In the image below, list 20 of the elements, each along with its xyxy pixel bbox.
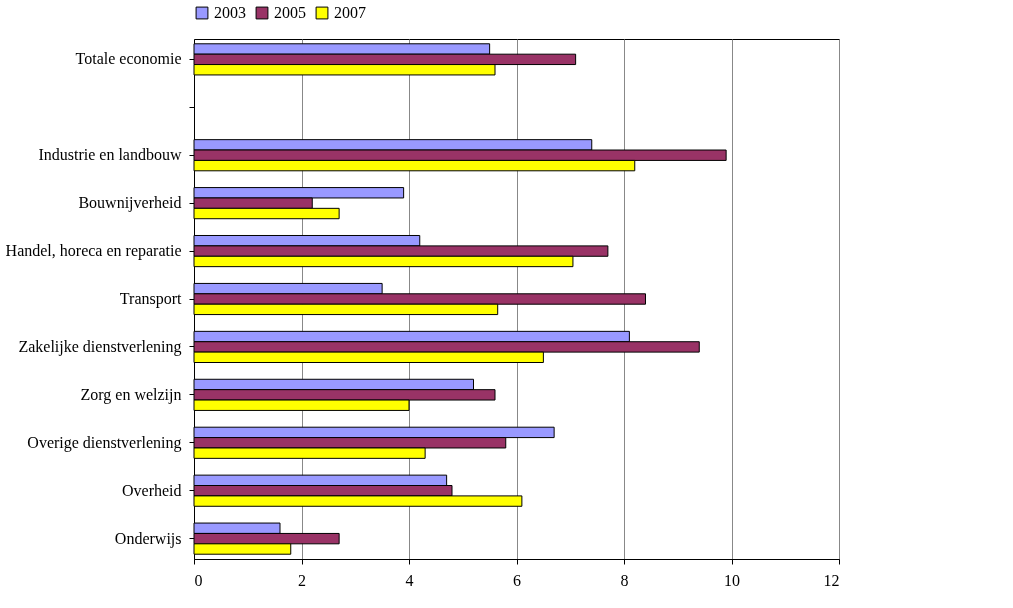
x-tick-label: 6 <box>513 571 521 589</box>
legend-label: 2005 <box>274 4 306 21</box>
y-tick-label: Overheid <box>121 481 182 499</box>
y-tick-label: Zorg en welzijn <box>80 385 182 404</box>
y-tick-label: Handel, horeca en reparatie <box>5 242 182 261</box>
legend-label: 2007 <box>334 4 366 21</box>
x-tick-label: 4 <box>405 571 414 589</box>
x-tick-label: 0 <box>194 571 203 589</box>
x-tick-label: 10 <box>724 571 740 589</box>
x-tick-label: 8 <box>620 571 629 589</box>
y-tick-label: Totale economie <box>75 50 182 68</box>
y-tick-label: Transport <box>119 290 183 308</box>
y-tick-label: Overige dienstverlening <box>27 433 182 452</box>
x-tick-label: 12 <box>823 571 840 589</box>
legend-label: 2003 <box>214 4 246 21</box>
y-tick-label: Onderwijs <box>114 529 182 548</box>
y-tick-label: Zakelijke dienstverlening <box>18 337 182 356</box>
x-tick-label: 2 <box>298 571 306 589</box>
y-tick-label: Industrie en landbouw <box>38 146 182 164</box>
y-tick-label: Bouwnijverheid <box>78 194 182 213</box>
